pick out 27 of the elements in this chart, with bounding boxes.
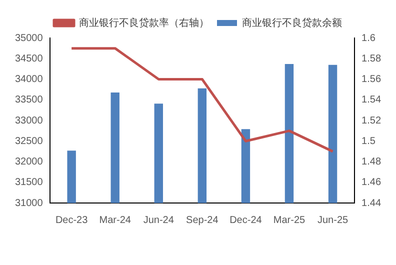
y-tick-label: 31000	[14, 198, 44, 209]
y-tick-label: 34000	[14, 74, 44, 85]
y2-tick-label: 1.6	[362, 32, 376, 44]
x-tick-label: Dec-23	[55, 214, 88, 226]
y2-tick-label: 1.46	[362, 177, 382, 188]
y2-tick-label: 1.56	[362, 74, 382, 85]
y-tick-label: 32000	[14, 156, 44, 168]
y2-tick-label: 1.44	[362, 198, 382, 209]
y2-tick-label: 1.5	[362, 136, 376, 147]
x-tick-label: Jun-25	[317, 214, 348, 226]
y-tick-label: 31500	[14, 177, 44, 188]
x-tick-label: Mar-25	[273, 214, 306, 226]
y-tick-label: 35000	[14, 32, 44, 44]
y2-tick-label: 1.48	[362, 156, 382, 168]
y-tick-label: 33500	[14, 94, 44, 106]
y-tick-label: 32500	[14, 136, 44, 147]
y2-tick-label: 1.54	[362, 94, 382, 106]
legend-label: 商业银行不良贷款率（右轴）	[79, 16, 209, 29]
y-tick-label: 34500	[14, 53, 44, 64]
y2-tick-label: 1.58	[362, 53, 382, 64]
legend-label: 商业银行不良贷款余额	[242, 16, 342, 29]
x-tick-label: Mar-24	[99, 214, 132, 226]
y-tick-label: 33000	[14, 115, 44, 126]
x-tick-label: Jun-24	[143, 214, 174, 226]
x-tick-label: Dec-24	[230, 214, 262, 226]
y2-tick-label: 1.52	[362, 115, 382, 126]
x-tick-label: Sep-24	[186, 214, 219, 226]
